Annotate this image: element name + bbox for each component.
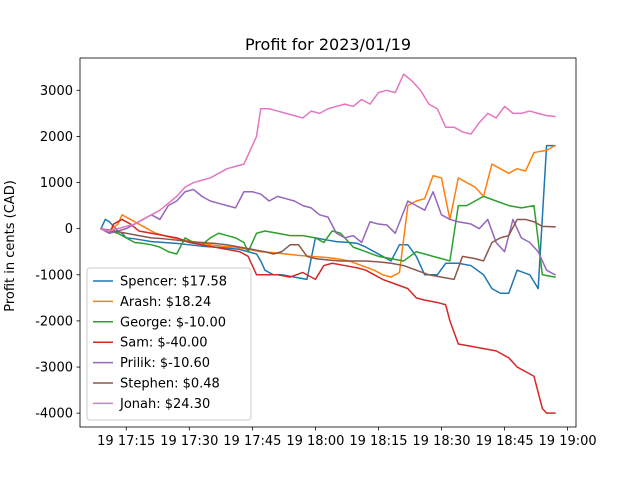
y-tick-label: 1000: [40, 176, 73, 191]
axes: -4000 -3000 -2000 -1000 0 1000 2000 3000 19 17:1…: [35, 57, 597, 449]
plot-frame: [79, 57, 577, 428]
y-axis-label: Profit in cents (CAD): [3, 180, 18, 312]
series-line-3: [100, 218, 556, 414]
series-line-4: [100, 188, 556, 276]
series-line-5: [100, 218, 556, 281]
y-tick-label: -4000: [35, 407, 73, 422]
x-tick-label: 19 17:45: [223, 434, 281, 449]
y-tick-label: -3000: [35, 361, 73, 376]
x-tick-label: 19 19:00: [539, 434, 597, 449]
legend-entry-label: Prilik: $-10.60: [120, 356, 210, 371]
x-tick-label: 19 18:45: [475, 434, 533, 449]
legend-entry-label: Stephen: $0.48: [120, 377, 220, 392]
legend-entry-label: Jonah: $24.30: [119, 397, 210, 412]
y-tick-label: 0: [65, 222, 73, 237]
plot-lines: [100, 73, 556, 414]
legend: Spencer: $17.58 Arash: $18.24 George: $-10…: [86, 267, 252, 421]
legend-entry-label: George: $-10.00: [120, 315, 226, 330]
x-tick-label: 19 18:30: [412, 434, 470, 449]
y-tick-label: 3000: [40, 84, 73, 99]
y-tick-label: -2000: [35, 314, 73, 329]
legend-entry-label: Arash: $18.24: [120, 295, 211, 310]
x-tick-label: 19 18:15: [349, 434, 407, 449]
x-tick-label: 19 17:30: [160, 434, 218, 449]
y-tick-label: 2000: [40, 130, 73, 145]
x-tick-label: 19 17:15: [97, 434, 155, 449]
legend-box: [86, 267, 252, 421]
legend-entry-label: Sam: $-40.00: [120, 336, 208, 351]
x-tick-label: 19 18:00: [286, 434, 344, 449]
chart-title: Profit for 2023/01/19: [245, 35, 411, 54]
legend-entry-label: Spencer: $17.58: [120, 275, 227, 290]
series-line-6: [100, 73, 556, 232]
series-line-2: [100, 195, 556, 278]
y-tick-label: -1000: [35, 268, 73, 283]
